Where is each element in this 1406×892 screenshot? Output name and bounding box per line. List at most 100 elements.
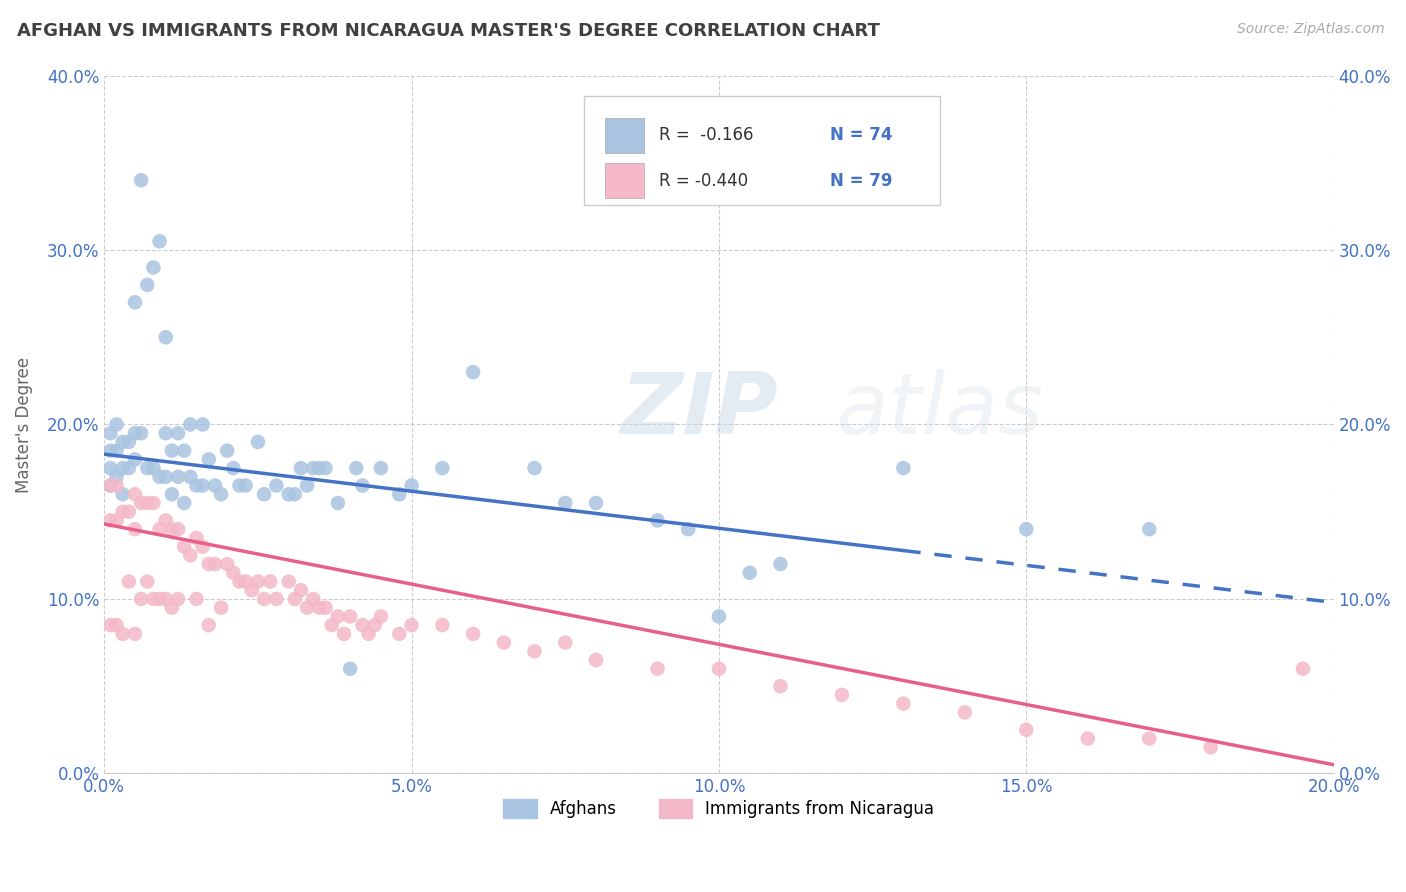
Point: [1137, 522, 1160, 536]
Point: [118, 505, 141, 519]
Point: [554, 496, 576, 510]
Point: [339, 609, 361, 624]
Point: [136, 496, 159, 510]
Point: [118, 461, 141, 475]
Point: [953, 706, 976, 720]
Point: [523, 644, 546, 658]
Text: Source: ZipAtlas.com: Source: ZipAtlas.com: [1237, 22, 1385, 37]
Text: N = 79: N = 79: [830, 172, 891, 190]
Point: [105, 478, 128, 492]
Point: [707, 609, 730, 624]
Point: [401, 478, 423, 492]
FancyBboxPatch shape: [583, 96, 941, 204]
Point: [222, 566, 245, 580]
Point: [769, 557, 792, 571]
Point: [277, 574, 299, 589]
Point: [266, 591, 288, 606]
Point: [179, 549, 201, 563]
Point: [105, 470, 128, 484]
Point: [253, 591, 276, 606]
Point: [217, 557, 239, 571]
Point: [173, 496, 195, 510]
Point: [124, 522, 146, 536]
Point: [228, 574, 250, 589]
Point: [676, 522, 699, 536]
Point: [105, 513, 128, 527]
Point: [160, 487, 183, 501]
Point: [492, 635, 515, 649]
Point: [831, 688, 853, 702]
Point: [167, 522, 190, 536]
Point: [364, 618, 387, 632]
Point: [142, 461, 165, 475]
Point: [246, 574, 269, 589]
Point: [100, 618, 122, 632]
Point: [217, 443, 239, 458]
Point: [105, 417, 128, 432]
Point: [105, 618, 128, 632]
Point: [105, 443, 128, 458]
Point: [100, 513, 122, 527]
Point: [302, 461, 325, 475]
Point: [204, 478, 226, 492]
Point: [129, 173, 152, 187]
Point: [647, 662, 669, 676]
Point: [308, 600, 330, 615]
Point: [186, 591, 208, 606]
Point: [129, 496, 152, 510]
Point: [111, 627, 134, 641]
Text: ZIP: ZIP: [620, 369, 778, 452]
Point: [253, 487, 276, 501]
Point: [339, 662, 361, 676]
Point: [344, 461, 367, 475]
Point: [124, 627, 146, 641]
Point: [148, 234, 170, 248]
Point: [277, 487, 299, 501]
Point: [167, 426, 190, 441]
Bar: [605, 163, 644, 198]
Point: [290, 461, 312, 475]
Point: [315, 461, 337, 475]
Point: [290, 583, 312, 598]
Point: [155, 513, 177, 527]
Point: [191, 540, 214, 554]
Point: [100, 478, 122, 492]
Point: [155, 330, 177, 344]
Point: [129, 591, 152, 606]
Point: [302, 591, 325, 606]
Point: [191, 478, 214, 492]
Point: [148, 470, 170, 484]
Text: R = -0.440: R = -0.440: [658, 172, 748, 190]
Point: [235, 478, 257, 492]
Point: [432, 618, 454, 632]
Point: [136, 461, 159, 475]
Point: [315, 600, 337, 615]
Point: [191, 417, 214, 432]
Point: [173, 540, 195, 554]
Point: [352, 618, 374, 632]
Point: [738, 566, 761, 580]
Point: [388, 487, 411, 501]
Point: [284, 591, 307, 606]
Point: [100, 478, 122, 492]
Text: atlas: atlas: [835, 369, 1043, 452]
Point: [136, 574, 159, 589]
Point: [186, 531, 208, 545]
Point: [197, 618, 219, 632]
Point: [1077, 731, 1099, 746]
Point: [179, 417, 201, 432]
Point: [284, 487, 307, 501]
Text: N = 74: N = 74: [830, 127, 891, 145]
Text: AFGHAN VS IMMIGRANTS FROM NICARAGUA MASTER'S DEGREE CORRELATION CHART: AFGHAN VS IMMIGRANTS FROM NICARAGUA MAST…: [17, 22, 880, 40]
Point: [155, 470, 177, 484]
Point: [155, 591, 177, 606]
Point: [124, 452, 146, 467]
Point: [111, 505, 134, 519]
Point: [167, 470, 190, 484]
Point: [160, 600, 183, 615]
Point: [326, 496, 349, 510]
Point: [357, 627, 380, 641]
Point: [1137, 731, 1160, 746]
Point: [321, 618, 343, 632]
Point: [1292, 662, 1315, 676]
